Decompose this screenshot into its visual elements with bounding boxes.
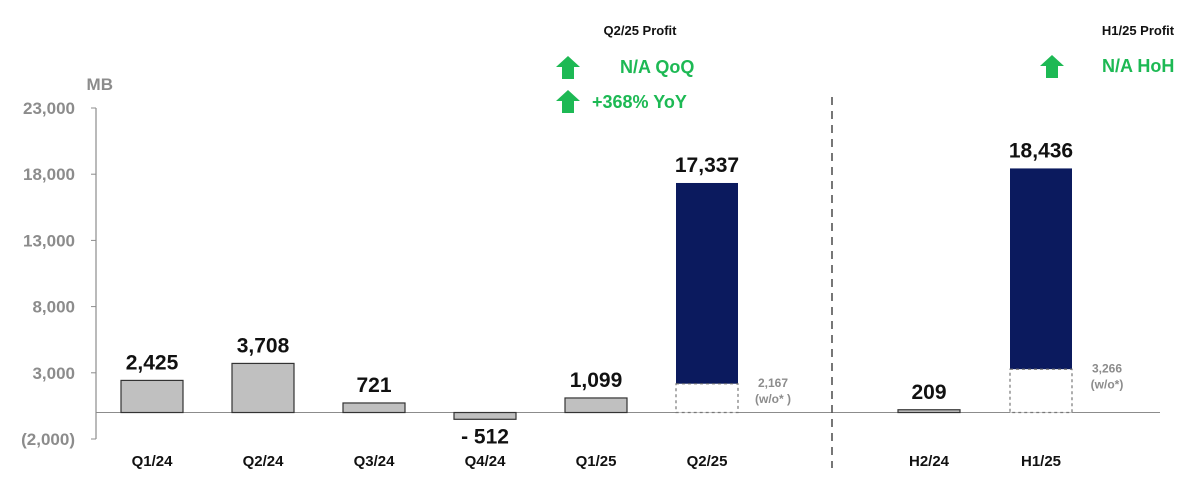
quarter-profit-annotation: Q2/25 Profit N/A QoQ +368% YoY (556, 23, 694, 113)
value-label-q4-24: - 512 (461, 425, 509, 448)
y-tick-label: 3,000 (32, 364, 75, 383)
category-label-q4-24: Q4/24 (465, 453, 507, 470)
y-ticks: 23,000 18,000 13,000 8,000 3,000 (2,000) (21, 99, 96, 449)
bar-q1-24 (120, 379, 184, 414)
category-label-q1-25: Q1/25 (576, 453, 617, 470)
arrow-up-icon (1040, 55, 1064, 78)
value-label-h1-25: 18,436 (1009, 139, 1073, 162)
excluding-value-label: 2,167 (758, 376, 788, 390)
bar-q2-24 (231, 362, 295, 414)
category-label-h2-24: H2/24 (909, 453, 950, 470)
bar-q2-25 (676, 182, 738, 384)
category-label-q2-25: Q2/25 (687, 453, 728, 470)
qoq-change: N/A QoQ (620, 57, 694, 77)
value-label-q1-25: 1,099 (570, 369, 623, 392)
bar-excluding-q2-25 (675, 383, 739, 414)
y-tick-label: 23,000 (23, 99, 75, 118)
hoh-change: N/A HoH (1102, 56, 1174, 76)
bar-q4-24 (453, 411, 517, 420)
category-label-q2-24: Q2/24 (243, 453, 285, 470)
value-label-h2-24: 209 (911, 381, 946, 404)
category-label-h1-25: H1/25 (1021, 453, 1061, 470)
excluding-note: (w/o*) (1091, 377, 1124, 391)
half-profit-title: H1/25 Profit (1102, 23, 1175, 38)
value-label-q1-24: 2,425 (126, 351, 179, 374)
y-tick-label: 18,000 (23, 165, 75, 184)
arrow-up-icon (556, 90, 580, 113)
bar-h2-24 (897, 409, 961, 414)
value-label-q2-24: 3,708 (237, 334, 290, 357)
arrow-up-icon (556, 56, 580, 79)
y-tick-label: 8,000 (32, 298, 75, 317)
y-axis-unit: MB (87, 75, 113, 94)
category-label-q3-24: Q3/24 (354, 453, 396, 470)
bar-h1-25 (1010, 168, 1072, 370)
bar-q3-24 (342, 402, 406, 414)
labels: 2,425 Q1/24 3,708 Q2/24 721 Q3/24 - 512 Q4/24 1,… (126, 139, 1124, 470)
excluding-note: (w/o* ) (755, 392, 791, 406)
yoy-change: +368% YoY (592, 92, 687, 112)
bar-q1-25 (564, 397, 628, 414)
bars (120, 168, 1073, 420)
quarter-profit-title: Q2/25 Profit (604, 23, 678, 38)
bar-excluding-h1-25 (1009, 368, 1073, 414)
category-label-q1-24: Q1/24 (132, 453, 174, 470)
excluding-value-label: 3,266 (1092, 361, 1122, 375)
half-profit-annotation: H1/25 Profit N/A HoH (1040, 23, 1175, 78)
y-tick-label: (2,000) (21, 430, 75, 449)
value-label-q3-24: 721 (356, 374, 391, 397)
value-label-q2-25: 17,337 (675, 154, 739, 177)
y-tick-label: 13,000 (23, 231, 75, 250)
